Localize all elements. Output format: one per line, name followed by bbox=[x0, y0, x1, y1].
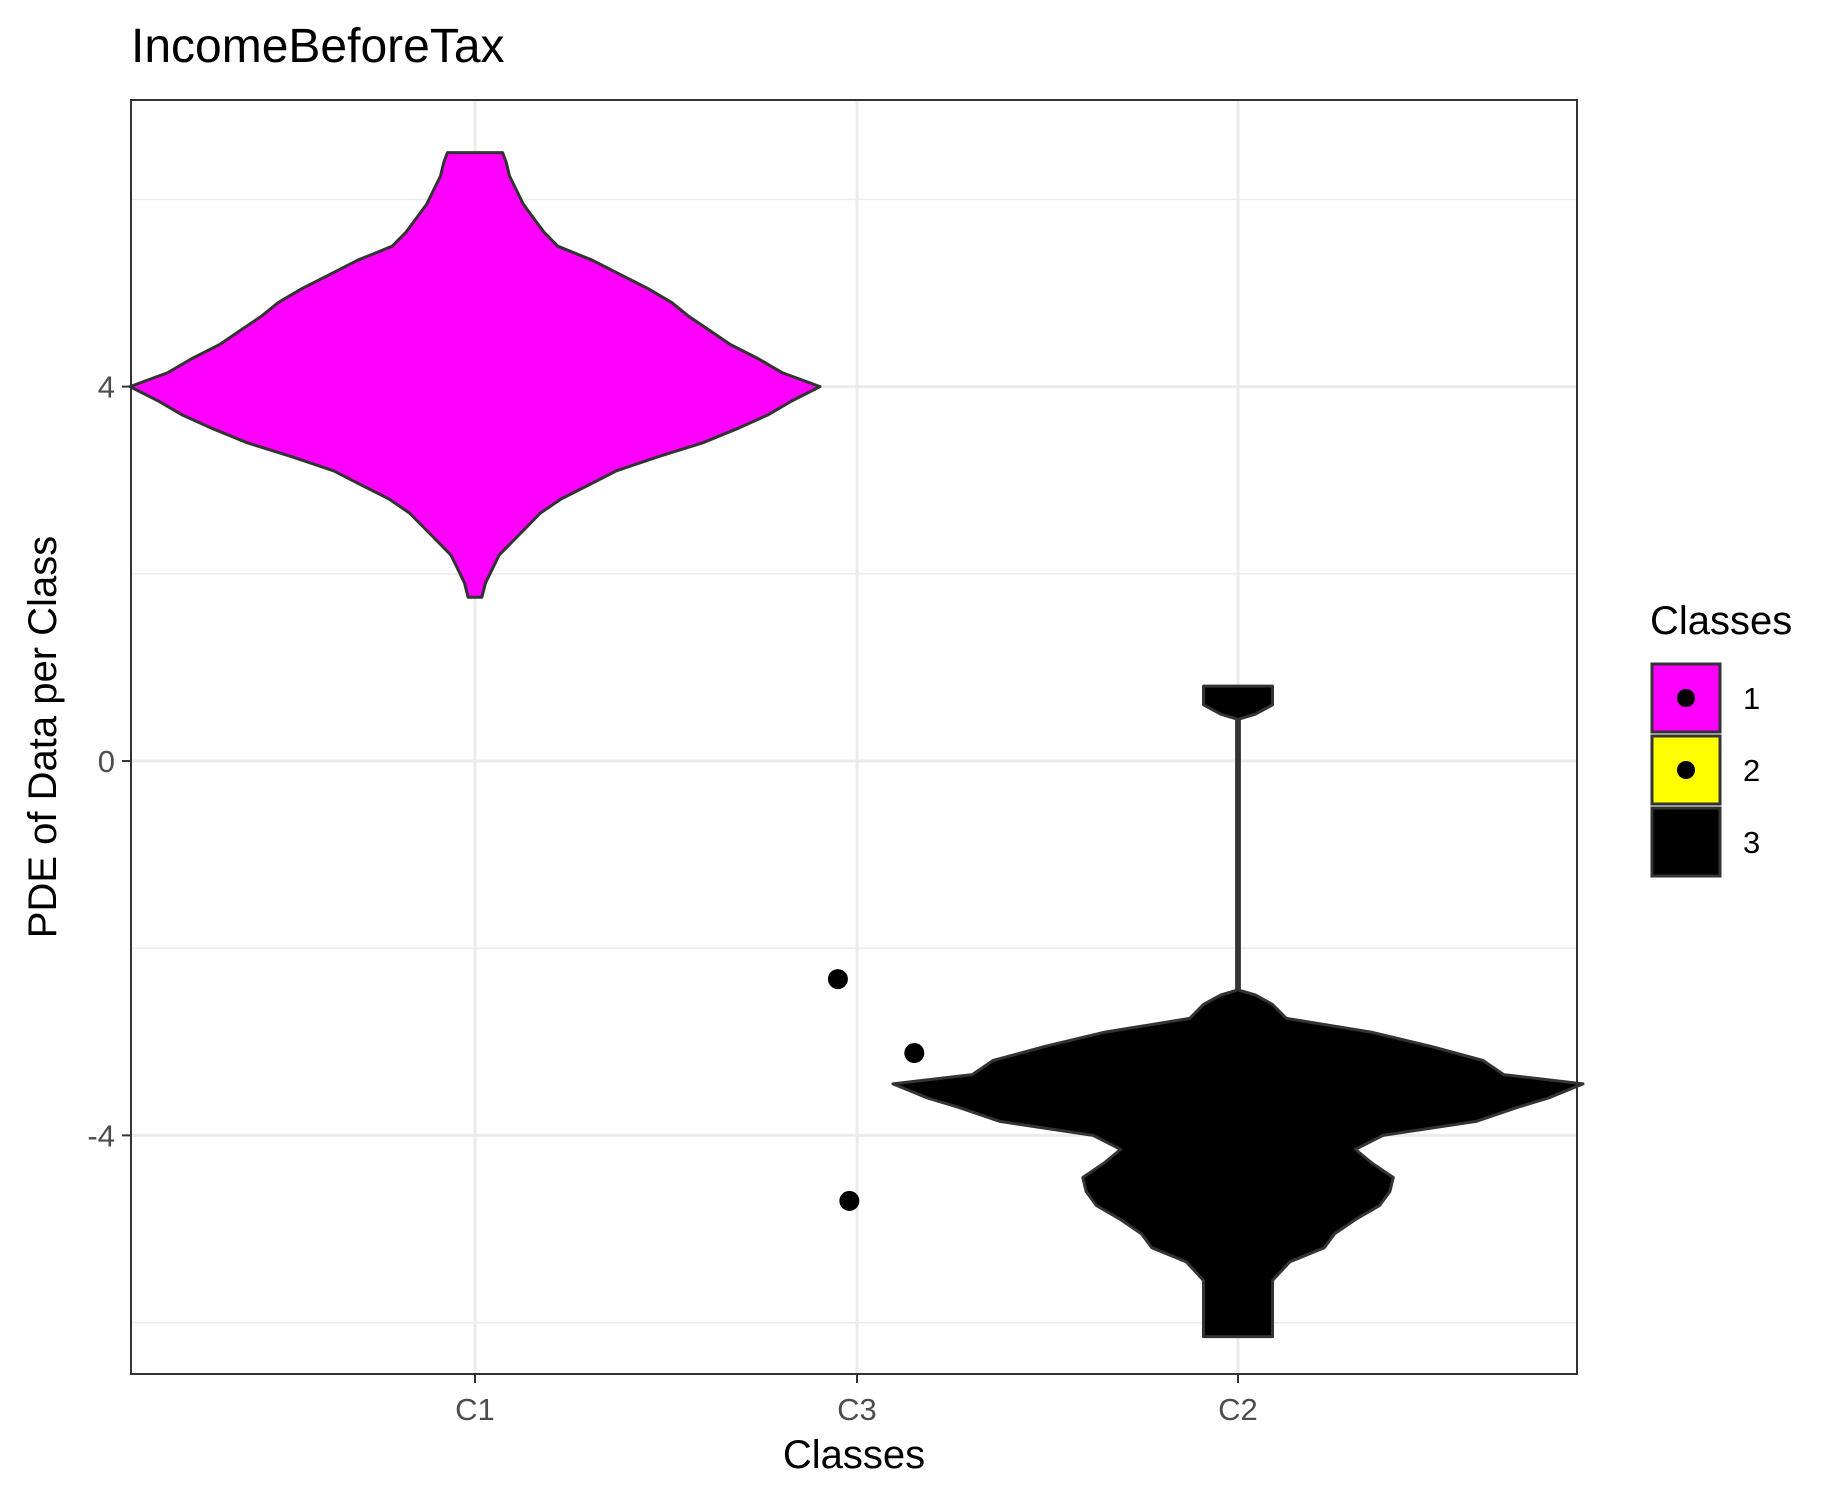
axes: 4 0 -4 C1 C3 C2 bbox=[87, 370, 1257, 1427]
x-tick-label: C1 bbox=[455, 1392, 495, 1427]
data-point bbox=[904, 1043, 925, 1064]
legend-key-dot bbox=[1677, 689, 1695, 707]
data-point bbox=[827, 969, 848, 990]
violin-c2 bbox=[891, 684, 1585, 1339]
y-axis-title: PDE of Data per Class bbox=[21, 536, 65, 938]
panel-border bbox=[130, 99, 1578, 1375]
chart-title: IncomeBeforeTax bbox=[131, 20, 505, 73]
legend-key-dot bbox=[1677, 833, 1695, 851]
y-tick-label: 4 bbox=[98, 370, 115, 405]
legend-title: Classes bbox=[1650, 599, 1792, 643]
legend-key-3 bbox=[1650, 806, 1722, 878]
x-axis-title: Classes bbox=[783, 1433, 925, 1477]
x-tick-label: C2 bbox=[1218, 1392, 1258, 1427]
outlier-points bbox=[827, 969, 925, 1211]
violin-c1 bbox=[128, 151, 822, 599]
y-tick-label: -4 bbox=[87, 1118, 115, 1153]
y-tick-label: 0 bbox=[98, 744, 115, 779]
legend-label: 1 bbox=[1743, 681, 1760, 716]
legend: Classes 1 2 3 bbox=[1650, 599, 1792, 878]
data-point bbox=[839, 1190, 860, 1211]
legend-label: 3 bbox=[1743, 825, 1760, 860]
legend-key-dot bbox=[1677, 761, 1695, 779]
x-tick-label: C3 bbox=[837, 1392, 877, 1427]
violins bbox=[128, 151, 1585, 1339]
legend-label: 2 bbox=[1743, 753, 1760, 788]
